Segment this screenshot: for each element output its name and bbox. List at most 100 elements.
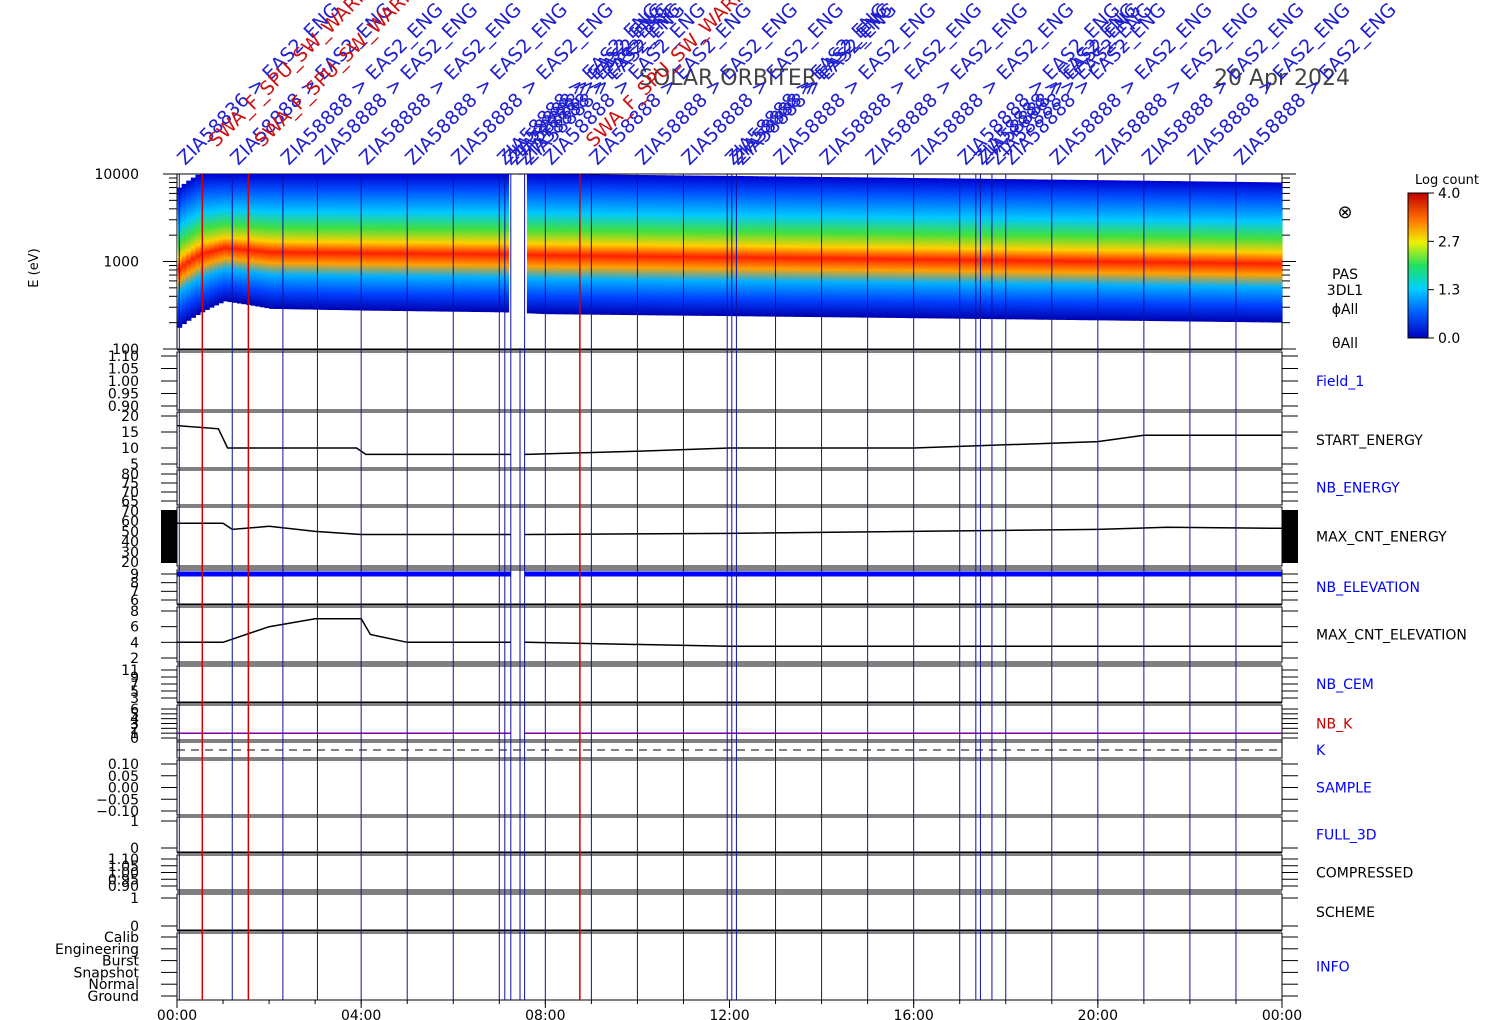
spectrogram-cell: [651, 175, 657, 316]
spectrogram-symbol: ⊗: [1337, 202, 1352, 223]
spectrogram-cell: [665, 175, 671, 316]
panel-label: NB_ENERGY: [1316, 481, 1400, 497]
spectrogram-cell: [830, 177, 836, 318]
spectrogram-cell: [959, 178, 965, 319]
panel-frame: [176, 351, 1283, 411]
panel-tick-label: 0.90: [108, 399, 139, 415]
spectrogram-cell: [798, 176, 804, 317]
panel-label: SCHEME: [1316, 905, 1375, 921]
spectrogram-side-label: 3DL1: [1327, 283, 1363, 299]
spectrogram-cell: [600, 174, 606, 315]
colorbar-title: Log count: [1415, 173, 1479, 188]
spectrogram-cell: [439, 174, 445, 312]
spectrogram-cell: [757, 176, 763, 317]
panel-side-block-right: [1282, 510, 1298, 563]
panel-tick-label: 20: [121, 555, 139, 571]
colorbar-tick-label: 4.0: [1438, 186, 1460, 202]
spectrogram-cell: [747, 176, 754, 317]
spectrogram-cell: [1176, 181, 1182, 322]
spectrogram-cell: [1240, 181, 1246, 323]
spectrogram-cell: [393, 174, 399, 311]
panel-tick-label: 3: [130, 717, 139, 733]
spectrogram-cell: [490, 174, 496, 313]
spectrogram-cell: [1028, 179, 1034, 320]
spectrogram-cell: [1203, 181, 1209, 322]
spectrogram-cell: [1047, 179, 1053, 320]
spectrogram-cell: [319, 174, 325, 310]
spectrogram-cell: [632, 174, 638, 316]
spectrogram-cell: [568, 174, 574, 315]
spectrogram-cell: [526, 174, 533, 314]
panel-tick-label: 0: [130, 841, 139, 857]
panel-label: COMPRESSED: [1316, 866, 1413, 882]
panel-tick-label: 1.05: [108, 859, 139, 875]
panel-tick-label: 1.00: [108, 866, 139, 882]
spectrogram-cell: [586, 174, 592, 315]
spectrogram-cell: [701, 175, 708, 316]
spectrogram-cell: [305, 174, 312, 310]
spectrogram-cell: [1120, 180, 1127, 321]
panel-compressed: 1.101.051.000.950.90 COMPRESSED: [108, 852, 1413, 895]
spectrogram-cell: [434, 174, 440, 312]
panel-frame: [176, 759, 1283, 816]
panel-tick-label: 0: [130, 731, 139, 747]
panel-label: INFO: [1316, 960, 1350, 976]
panel-tick-label: 5: [130, 707, 139, 723]
spectrogram-cell: [996, 179, 1002, 320]
spectrogram-cell: [752, 176, 758, 317]
spectrogram-side-label: θAll: [1332, 336, 1358, 352]
spectrogram-cell: [1148, 180, 1154, 321]
spectrogram-cell: [596, 174, 602, 315]
spectrogram-cell: [1153, 180, 1159, 322]
spectrogram-cell: [784, 176, 790, 317]
energy-tick-label: 1000: [103, 255, 139, 271]
spectrogram-cell: [1107, 180, 1113, 321]
time-tick-label: 00:00: [1262, 1008, 1302, 1020]
spectrogram-cell: [338, 174, 344, 311]
spectrogram-cell: [955, 178, 961, 319]
spectrogram-cell: [743, 176, 749, 317]
panel-label: MAX_CNT_ENERGY: [1316, 530, 1447, 546]
spectrogram-cell: [803, 176, 809, 317]
spectrogram-cell: [826, 177, 832, 318]
panel-tick-label: 1.00: [108, 374, 139, 390]
spectrogram-cell: [660, 175, 666, 316]
colorbar-ticks: 4.0 2.7 1.3 0.0: [1428, 186, 1460, 347]
time-tick-label: 08:00: [525, 1008, 565, 1020]
spectrogram-cell: [863, 177, 869, 318]
spectrogram-cell: [1097, 180, 1103, 321]
spectrogram-cell: [794, 176, 800, 317]
panel-tick-label: 80: [121, 467, 139, 483]
spectrogram-cell: [540, 174, 546, 314]
spectrogram-cell: [444, 174, 450, 312]
spectrogram-cell: [623, 174, 629, 315]
spectrogram-cell: [697, 175, 703, 316]
spectrogram-cell: [987, 178, 993, 320]
spectrogram-cell: [296, 174, 302, 310]
panel-tick-label: Snapshot: [74, 965, 140, 981]
spectrogram-cell: [287, 174, 293, 310]
spectrogram-cell: [361, 174, 367, 311]
spectrogram-cell: [637, 175, 643, 316]
spectrogram-cell: [780, 176, 786, 317]
spectrogram-cell: [241, 174, 247, 305]
spectrogram-cell: [1277, 182, 1283, 323]
spectrogram-cell: [1033, 179, 1039, 320]
panel-tick-label: 1: [130, 891, 139, 907]
energy-tick-label: 10000: [94, 167, 139, 183]
spectrogram-cell: [642, 175, 648, 316]
spectrogram-cell: [1245, 182, 1251, 323]
spectrogram-cell: [775, 176, 781, 317]
spectrogram-cell: [1185, 181, 1191, 322]
spectrogram-cell: [181, 183, 187, 325]
time-axis: 00:00 04:00 08:00 12:00 16:00 20:00 00:00: [157, 1000, 1302, 1020]
spectrogram-cell: [476, 174, 482, 312]
spectrogram-cell: [1102, 180, 1108, 321]
spectrogram-cell: [909, 178, 915, 319]
spectrogram-side-label: ϕAll: [1332, 302, 1359, 318]
